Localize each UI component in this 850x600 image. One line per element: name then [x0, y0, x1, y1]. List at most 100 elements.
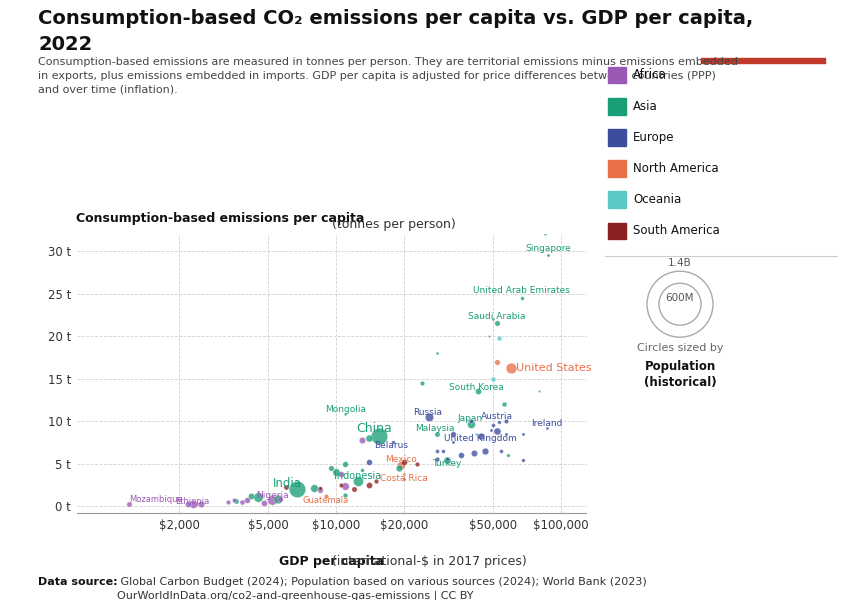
Text: Population: Population — [644, 360, 716, 373]
Point — [465, 419, 479, 428]
Bar — [701, 58, 824, 63]
Text: 600M: 600M — [666, 293, 694, 303]
Text: United States: United States — [516, 364, 592, 373]
Point — [372, 431, 386, 441]
Point — [194, 499, 207, 508]
Text: China: China — [356, 422, 392, 435]
Point — [446, 429, 460, 439]
Point — [497, 400, 511, 409]
Point — [397, 469, 411, 479]
Text: North America: North America — [633, 162, 719, 175]
Point — [541, 250, 555, 260]
Text: South Korea: South Korea — [449, 383, 503, 392]
Point — [486, 421, 500, 430]
Point — [490, 427, 504, 436]
Text: Singapore: Singapore — [525, 244, 571, 253]
Point — [338, 410, 352, 419]
Point — [446, 437, 460, 447]
Point — [474, 431, 488, 440]
Text: Global Carbon Budget (2024); Population based on various sources (2024); World B: Global Carbon Budget (2024); Population … — [117, 577, 647, 600]
Point — [280, 482, 293, 491]
Point — [273, 494, 286, 504]
Point — [369, 476, 382, 485]
Point — [494, 446, 507, 456]
Point — [490, 319, 504, 328]
Point — [290, 484, 303, 494]
Point — [479, 446, 492, 456]
Text: Consumption-based emissions are measured in tonnes per person. They are territor: Consumption-based emissions are measured… — [38, 57, 738, 95]
Point — [338, 481, 352, 491]
Text: in Data: in Data — [739, 40, 787, 53]
Point — [430, 446, 444, 456]
Point — [258, 498, 271, 508]
Point — [235, 497, 248, 507]
Text: Consumption-based emissions per capita: Consumption-based emissions per capita — [76, 212, 365, 225]
Text: Ethiopia: Ethiopia — [175, 497, 210, 506]
Point — [492, 417, 506, 427]
Point — [271, 494, 285, 504]
Point — [387, 437, 400, 446]
Text: Ireland: Ireland — [531, 419, 563, 428]
Point — [314, 484, 327, 493]
Text: Circles sized by: Circles sized by — [637, 343, 723, 353]
Text: Russia: Russia — [413, 408, 442, 417]
Point — [240, 496, 253, 505]
Point — [329, 467, 343, 477]
Point — [338, 459, 352, 469]
Point — [397, 474, 411, 484]
Point — [430, 348, 444, 358]
Point — [334, 480, 348, 490]
Point — [355, 435, 369, 445]
Point — [422, 412, 436, 422]
Point — [415, 378, 428, 388]
Text: GDP per capita: GDP per capita — [279, 554, 384, 568]
Point — [252, 492, 265, 502]
Text: Malaysia: Malaysia — [415, 424, 455, 433]
Text: Austria: Austria — [481, 412, 513, 421]
Point — [394, 461, 408, 470]
Point — [325, 463, 338, 473]
Text: (tonnes per person): (tonnes per person) — [332, 218, 456, 231]
Text: Africa: Africa — [633, 68, 667, 82]
Point — [455, 451, 468, 460]
Point — [430, 429, 444, 439]
Point — [437, 446, 451, 456]
Text: Guatemala: Guatemala — [303, 496, 349, 505]
Point — [532, 386, 546, 396]
Text: Our World: Our World — [729, 20, 796, 34]
Point — [467, 449, 480, 458]
Point — [490, 357, 504, 367]
Text: Mongolia: Mongolia — [325, 405, 366, 414]
Point — [515, 293, 529, 302]
Text: Mozambique: Mozambique — [129, 496, 183, 505]
Text: Mexico: Mexico — [385, 455, 417, 464]
Text: Data source:: Data source: — [38, 577, 118, 587]
Point — [501, 451, 514, 460]
Text: Turkey: Turkey — [432, 459, 462, 468]
Point — [499, 429, 513, 439]
Point — [245, 491, 258, 501]
Point — [484, 425, 498, 434]
Point — [392, 463, 405, 473]
Point — [499, 416, 513, 426]
Text: United Arab Emirates: United Arab Emirates — [473, 286, 570, 295]
Point — [430, 455, 444, 464]
Point — [347, 484, 360, 494]
Text: Japan: Japan — [457, 414, 483, 423]
Point — [362, 480, 376, 490]
Point — [492, 333, 506, 343]
Point — [314, 485, 327, 495]
Point — [230, 496, 243, 506]
Text: (international-$ in 2017 prices): (international-$ in 2017 prices) — [332, 554, 527, 568]
Text: Oceania: Oceania — [633, 193, 682, 206]
Point — [504, 364, 518, 373]
Point — [319, 491, 332, 501]
Point — [483, 331, 496, 341]
Text: (historical): (historical) — [643, 376, 717, 389]
Point — [486, 314, 500, 324]
Point — [308, 484, 321, 493]
Point — [439, 455, 453, 464]
Point — [469, 429, 483, 439]
Text: United Kingdom: United Kingdom — [445, 434, 517, 443]
Point — [122, 499, 136, 508]
